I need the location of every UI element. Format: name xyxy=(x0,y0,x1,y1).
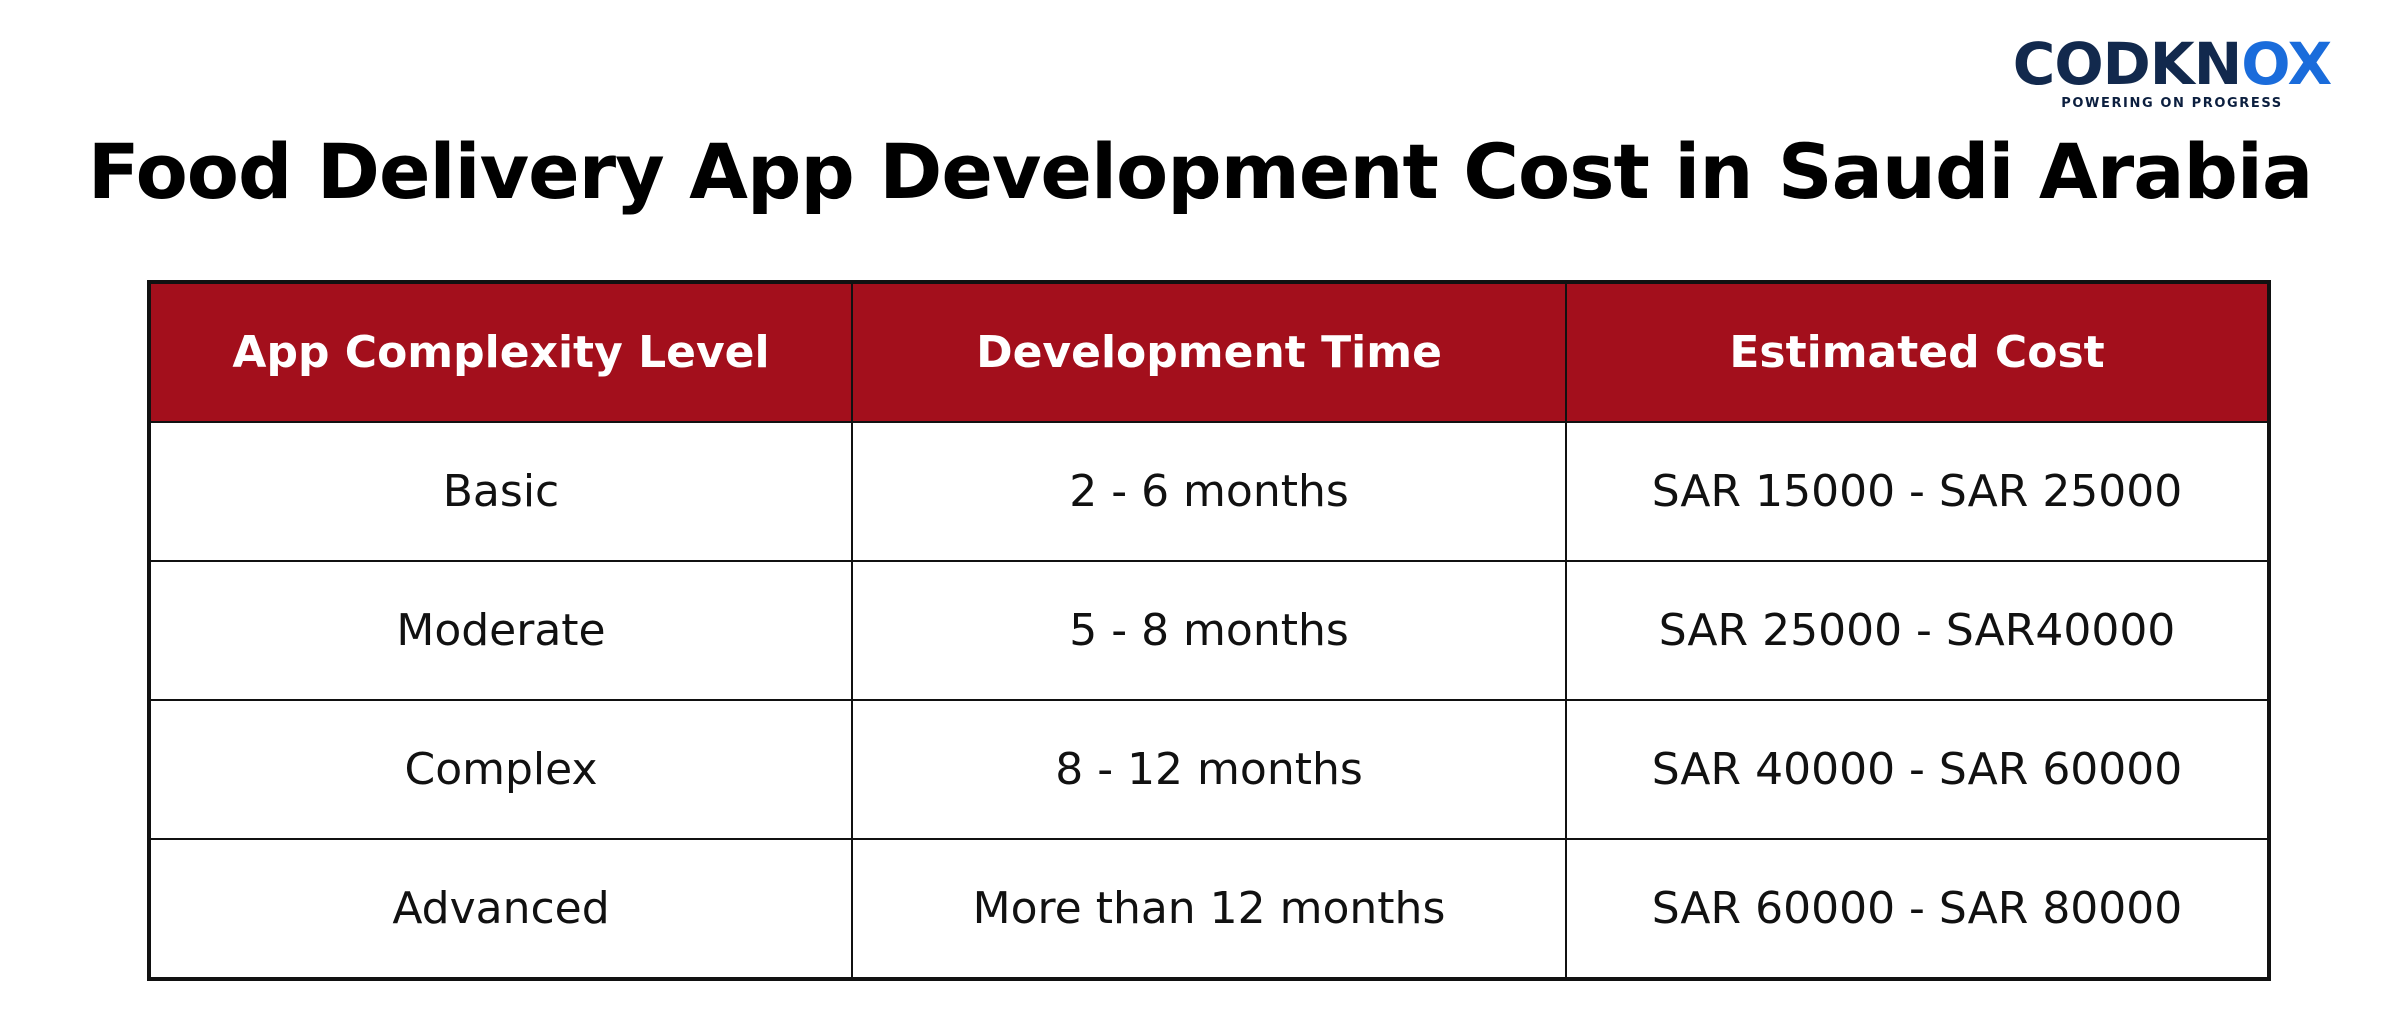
header-estimated-cost: Estimated Cost xyxy=(1565,281,2270,423)
cell-complexity-level: Basic xyxy=(148,421,853,562)
cell-complexity-level: Moderate xyxy=(148,560,853,701)
cell-estimated-cost: SAR 40000 - SAR 60000 xyxy=(1565,699,2270,840)
cost-table: App Complexity Level Development Time Es… xyxy=(147,280,2271,981)
cell-development-time: 5 - 8 months xyxy=(851,560,1567,701)
header-complexity-level: App Complexity Level xyxy=(148,281,853,423)
cell-complexity-level: Complex xyxy=(148,699,853,840)
page-title: Food Delivery App Development Cost in Sa… xyxy=(87,127,2314,216)
cell-complexity-level: Advanced xyxy=(148,838,853,980)
brand-logo: CODKNOX POWERING ON PROGRESS xyxy=(2002,34,2342,111)
cell-development-time: More than 12 months xyxy=(851,838,1567,980)
table-row: Complex 8 - 12 months SAR 40000 - SAR 60… xyxy=(148,699,2270,840)
logo-wordmark-dark: CODKN xyxy=(2012,30,2243,98)
cell-development-time: 2 - 6 months xyxy=(851,421,1567,562)
logo-tagline: POWERING ON PROGRESS xyxy=(2061,96,2283,111)
cell-development-time: 8 - 12 months xyxy=(851,699,1567,840)
logo-wordmark-blue: OX xyxy=(2241,30,2332,98)
logo-wordmark: CODKNOX xyxy=(2002,34,2342,94)
table-row: Advanced More than 12 months SAR 60000 -… xyxy=(148,838,2270,980)
table-row: Moderate 5 - 8 months SAR 25000 - SAR400… xyxy=(148,560,2270,701)
table-row: Basic 2 - 6 months SAR 15000 - SAR 25000 xyxy=(148,421,2270,562)
table-header-row: App Complexity Level Development Time Es… xyxy=(148,281,2270,423)
cell-estimated-cost: SAR 60000 - SAR 80000 xyxy=(1565,838,2270,980)
header-development-time: Development Time xyxy=(851,281,1567,423)
cell-estimated-cost: SAR 25000 - SAR40000 xyxy=(1565,560,2270,701)
cell-estimated-cost: SAR 15000 - SAR 25000 xyxy=(1565,421,2270,562)
